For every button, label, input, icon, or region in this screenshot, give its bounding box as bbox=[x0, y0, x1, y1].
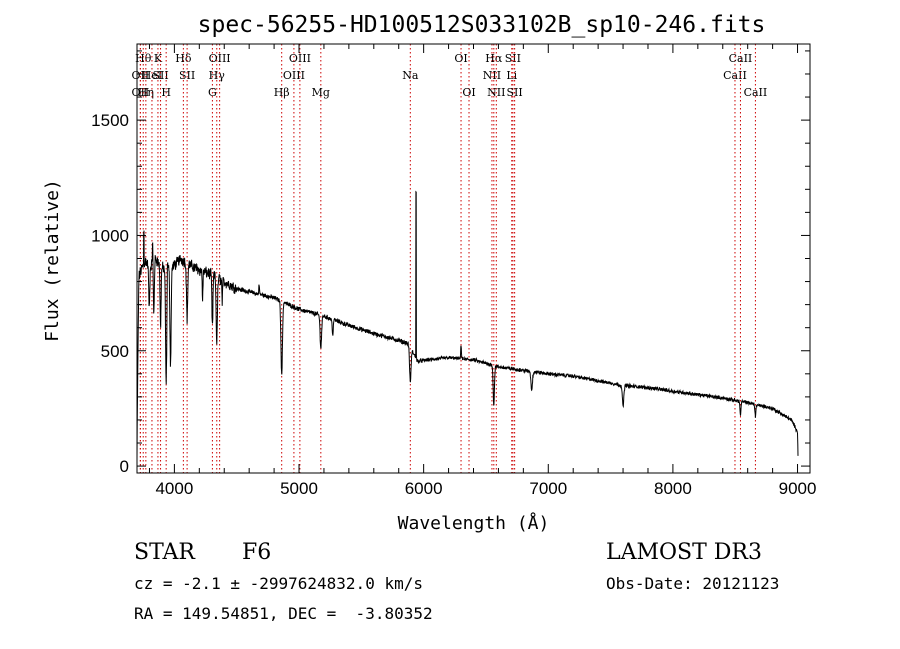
x-tick-label: 5000 bbox=[280, 479, 318, 498]
line-marker-label: SII bbox=[505, 52, 521, 65]
redshift-text: cz = -2.1 ± -2997624832.0 km/s bbox=[134, 574, 423, 593]
line-marker-label: Hδ bbox=[175, 52, 192, 65]
line-marker-label: OIII bbox=[283, 69, 305, 82]
line-marker-label: SII bbox=[179, 69, 195, 82]
line-marker-label: OI bbox=[462, 86, 475, 99]
x-tick-label: 7000 bbox=[529, 479, 567, 498]
x-tick-label: 6000 bbox=[405, 479, 443, 498]
spectrum-line bbox=[136, 190, 799, 459]
object-subclass: F6 bbox=[242, 540, 272, 565]
line-marker-label: CaII bbox=[723, 69, 747, 82]
line-marker-label: Hη bbox=[138, 86, 154, 99]
y-tick-label: 1000 bbox=[91, 226, 129, 245]
line-marker-label: Hθ bbox=[135, 52, 152, 65]
line-marker-label: CaII bbox=[744, 86, 768, 99]
line-marker-label: SII bbox=[507, 86, 523, 99]
plot-frame bbox=[136, 43, 811, 474]
survey-name: LAMOST DR3 bbox=[606, 540, 762, 565]
object-class: STAR bbox=[134, 540, 195, 565]
line-marker-label: OII bbox=[132, 69, 150, 82]
line-marker-label: Hγ bbox=[209, 69, 226, 82]
x-tick-label: 4000 bbox=[155, 479, 193, 498]
line-marker-label: NII bbox=[483, 69, 501, 82]
line-marker-label: CaII bbox=[729, 52, 753, 65]
y-tick-label: 0 bbox=[120, 457, 129, 476]
line-marker-label: OIII bbox=[209, 52, 231, 65]
y-tick-label: 1500 bbox=[91, 111, 129, 130]
x-tick-label: 9000 bbox=[779, 479, 817, 498]
y-tick-label: 500 bbox=[101, 342, 129, 361]
line-marker-label: SII bbox=[152, 69, 168, 82]
line-marker-label: OI bbox=[454, 52, 467, 65]
line-marker-label: Hα bbox=[485, 52, 503, 65]
line-marker-label: Hβ bbox=[274, 86, 290, 99]
x-tick-label: 8000 bbox=[654, 479, 692, 498]
line-marker-label: H bbox=[161, 86, 171, 99]
line-marker-label: K bbox=[154, 52, 163, 65]
obs-date-text: Obs-Date: 20121123 bbox=[606, 574, 780, 593]
line-marker-label: Mg bbox=[312, 86, 330, 99]
x-axis-label: Wavelength (Å) bbox=[398, 512, 550, 534]
line-marker-label: NII bbox=[487, 86, 505, 99]
line-marker-label: HeI bbox=[142, 69, 162, 82]
line-marker-label: OIII bbox=[289, 52, 311, 65]
chart-title: spec-56255-HD100512S033102B_sp10-246.fit… bbox=[198, 12, 766, 38]
line-marker-label: OII bbox=[132, 86, 150, 99]
coordinates-text: RA = 149.54851, DEC = -3.80352 bbox=[134, 604, 433, 623]
line-marker-label: Na bbox=[402, 69, 419, 82]
y-axis-label: Flux (relative) bbox=[42, 179, 63, 342]
line-marker-label: Li bbox=[506, 69, 517, 82]
line-marker-label: G bbox=[208, 86, 217, 99]
